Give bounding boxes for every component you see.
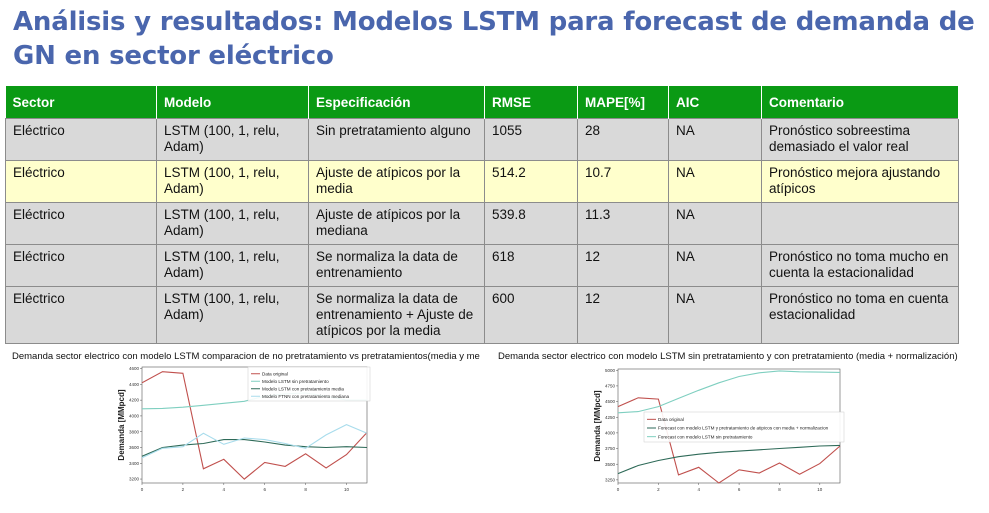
cell-especificacion: Ajuste de atípicos por la mediana: [308, 202, 485, 245]
cell-rmse: 600: [484, 286, 578, 344]
series-line: [141, 371, 368, 480]
chart-title: Demanda sector electrico con modelo LSTM…: [12, 351, 480, 362]
table-row: Eléctrico LSTM (100, 1, relu, Adam) Ajus…: [5, 160, 959, 203]
x-tick-label: 6: [738, 487, 741, 492]
cell-mape: 11.3: [577, 202, 669, 245]
series-line: [141, 423, 368, 459]
y-tick-label: 4000: [129, 414, 140, 419]
cell-sector: Eléctrico: [5, 160, 157, 203]
chart-sin-vs-con-pretratamiento: Demanda sector electrico con modelo LSTM…: [498, 351, 958, 492]
cell-mape: 10.7: [577, 160, 669, 203]
header-modelo: Modelo: [156, 86, 309, 119]
header-especificacion: Especificación: [308, 86, 485, 119]
cell-comentario: [761, 202, 959, 245]
table-row: Eléctrico LSTM (100, 1, relu, Adam) Se n…: [5, 244, 959, 287]
cell-rmse: 1055: [484, 118, 578, 161]
y-tick-label: 4750: [605, 384, 616, 389]
cell-modelo: LSTM (100, 1, relu, Adam): [156, 244, 309, 287]
slide-title: Análisis y resultados: Modelos LSTM para…: [13, 7, 975, 71]
y-tick-label: 3250: [605, 477, 616, 482]
cell-modelo: LSTM (100, 1, relu, Adam): [156, 286, 309, 344]
cell-mape: 28: [577, 118, 669, 161]
cell-aic: NA: [668, 202, 762, 245]
legend-box: [247, 366, 371, 402]
series-line: [617, 444, 841, 475]
cell-sector: Eléctrico: [5, 244, 157, 287]
y-tick-label: 3500: [605, 462, 616, 467]
y-tick-label: 5000: [605, 368, 616, 373]
cell-aic: NA: [668, 244, 762, 287]
cell-modelo: LSTM (100, 1, relu, Adam): [156, 160, 309, 203]
legend-entry: Modelo LSTM con pretratamiento media: [262, 386, 344, 391]
x-tick-label: 6: [263, 487, 266, 492]
chart-title: Demanda sector electrico con modelo LSTM…: [498, 351, 958, 362]
cell-sector: Eléctrico: [5, 118, 157, 161]
header-mape: MAPE[%]: [577, 86, 669, 119]
table-row: Eléctrico LSTM (100, 1, relu, Adam) Ajus…: [5, 202, 959, 245]
table-row: Eléctrico LSTM (100, 1, relu, Adam) Sin …: [5, 118, 959, 161]
series-line: [617, 370, 841, 414]
cell-aic: NA: [668, 286, 762, 344]
cell-comentario: Pronóstico mejora ajustando atípicos: [761, 160, 959, 203]
y-axis-label: Demanda [MMpcd]: [117, 389, 126, 460]
legend-entry: Data original: [658, 417, 684, 422]
cell-especificacion: Se normaliza la data de entrenamiento: [308, 244, 485, 287]
y-axis-label: Demanda [MMpcd]: [593, 390, 602, 461]
cell-modelo: LSTM (100, 1, relu, Adam): [156, 202, 309, 245]
x-tick-label: 2: [182, 487, 185, 492]
x-tick-label: 4: [223, 487, 226, 492]
y-tick-label: 4400: [129, 382, 140, 387]
header-rmse: RMSE: [484, 86, 578, 119]
table-row: Eléctrico LSTM (100, 1, relu, Adam) Se n…: [5, 286, 959, 344]
cell-comentario: Pronóstico sobreestima demasiado el valo…: [761, 118, 959, 161]
cell-rmse: 514.2: [484, 160, 578, 203]
y-tick-label: 3750: [605, 446, 616, 451]
cell-modelo: LSTM (100, 1, relu, Adam): [156, 118, 309, 161]
header-aic: AIC: [668, 86, 762, 119]
chart-no-pretratamiento-vs-pretratamientos: Demanda sector electrico con modelo LSTM…: [12, 351, 480, 492]
x-tick-label: 2: [657, 487, 660, 492]
header-comentario: Comentario: [761, 86, 959, 119]
y-tick-label: 3600: [129, 445, 140, 450]
legend-entry: Forecast con modelo LSTM sin pretratamie…: [658, 434, 753, 439]
series-line: [141, 439, 368, 457]
legend-entry: Modelo FTNN con pretratamiento mediana: [262, 394, 350, 399]
cell-aic: NA: [668, 160, 762, 203]
y-tick-label: 4500: [605, 399, 616, 404]
legend-box: [643, 411, 845, 443]
y-tick-label: 3400: [129, 461, 140, 466]
cell-sector: Eléctrico: [5, 202, 157, 245]
legend-entry: Forecast con modelo LSTM y pretratamient…: [658, 426, 829, 431]
cell-comentario: Pronóstico no toma mucho en cuenta la es…: [761, 244, 959, 287]
y-tick-label: 4250: [605, 415, 616, 420]
x-tick-label: 10: [344, 487, 350, 492]
results-table: Sector Modelo Especificación RMSE MAPE[%…: [5, 86, 959, 344]
table-header-row: Sector Modelo Especificación RMSE MAPE[%…: [5, 86, 959, 119]
cell-especificacion: Sin pretratamiento alguno: [308, 118, 485, 161]
cell-comentario: Pronóstico no toma en cuenta estacionali…: [761, 286, 959, 344]
x-tick-label: 4: [697, 487, 700, 492]
y-tick-label: 4000: [605, 430, 616, 435]
cell-especificacion: Ajuste de atípicos por la media: [308, 160, 485, 203]
cell-aic: NA: [668, 118, 762, 161]
cell-rmse: 618: [484, 244, 578, 287]
y-tick-label: 4200: [129, 398, 140, 403]
x-tick-label: 10: [817, 487, 823, 492]
series-line: [617, 397, 841, 484]
y-tick-label: 3800: [129, 429, 140, 434]
legend-entry: Data original: [262, 371, 288, 376]
cell-mape: 12: [577, 286, 669, 344]
cell-rmse: 539.8: [484, 202, 578, 245]
x-tick-label: 0: [617, 487, 620, 492]
x-tick-label: 0: [141, 487, 144, 492]
x-tick-label: 8: [778, 487, 781, 492]
cell-mape: 12: [577, 244, 669, 287]
cell-sector: Eléctrico: [5, 286, 157, 344]
header-sector: Sector: [5, 86, 157, 119]
y-tick-label: 3200: [129, 477, 140, 482]
legend-entry: Modelo LSTM sin pretratamiento: [262, 379, 329, 384]
y-tick-label: 4600: [129, 366, 140, 371]
cell-especificacion: Se normaliza la data de entrenamiento + …: [308, 286, 485, 344]
x-tick-label: 8: [304, 487, 307, 492]
